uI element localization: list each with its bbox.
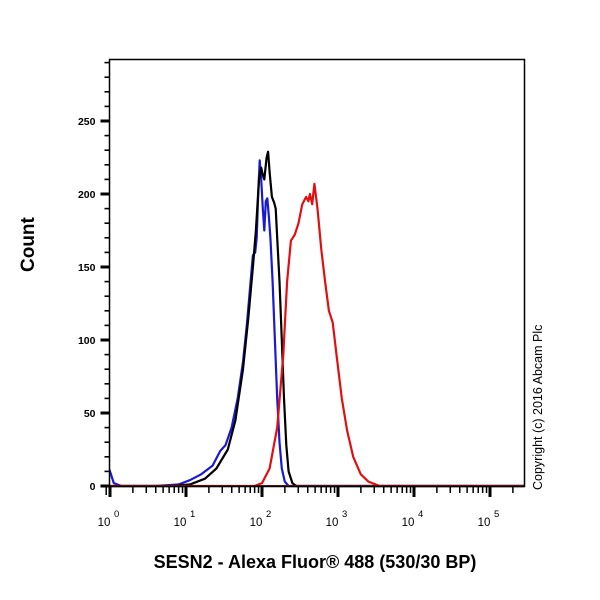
x-tick-label: 10 bbox=[98, 517, 111, 529]
x-tick-label: 10 bbox=[478, 517, 491, 529]
x-tick-exponent: 0 bbox=[114, 509, 119, 520]
x-tick-label: 10 bbox=[402, 517, 415, 529]
series-line-0 bbox=[109, 159, 525, 488]
y-axis-label: Count bbox=[18, 217, 39, 272]
y-tick-label: 0 bbox=[90, 481, 96, 493]
x-tick-exponent: 1 bbox=[190, 509, 195, 520]
y-axis: 0 50 100 150 200 250 bbox=[78, 61, 110, 493]
y-tick-label: 150 bbox=[78, 262, 96, 274]
x-axis-label: SESN2 - Alexa Fluor® 488 (530/30 BP) bbox=[153, 552, 477, 572]
series-line-1 bbox=[110, 150, 525, 488]
y-tick-label: 50 bbox=[84, 408, 96, 420]
y-tick-label: 100 bbox=[78, 335, 96, 347]
x-tick-label: 10 bbox=[174, 517, 187, 529]
copyright-annotation: Copyright (c) 2016 Abcam Plc bbox=[531, 324, 545, 490]
x-tick-exponent: 5 bbox=[494, 509, 499, 520]
x-tick-label: 10 bbox=[326, 517, 339, 529]
x-tick-exponent: 3 bbox=[342, 509, 347, 520]
x-tick-exponent: 4 bbox=[418, 509, 423, 520]
y-tick-label: 250 bbox=[78, 116, 96, 128]
histogram-curves bbox=[109, 150, 525, 488]
series-line-2 bbox=[109, 182, 525, 488]
plot-frame bbox=[108, 58, 526, 488]
x-tick-exponent: 2 bbox=[266, 509, 271, 520]
y-tick-label: 200 bbox=[78, 189, 96, 201]
x-tick-label: 10 bbox=[250, 517, 263, 529]
